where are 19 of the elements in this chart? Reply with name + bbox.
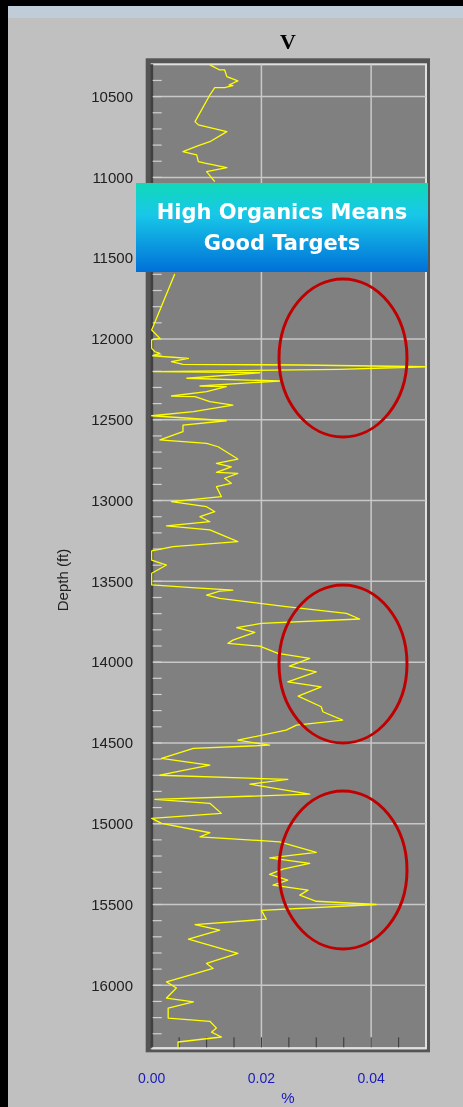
chart-title: V <box>280 29 297 54</box>
x-tick-label: 0.04 <box>357 1070 385 1086</box>
y-tick-label: 11000 <box>92 168 133 186</box>
x-axis-title: % <box>281 1089 295 1106</box>
x-tick-label: 0.02 <box>247 1070 276 1086</box>
y-tick-label: 10500 <box>91 87 133 105</box>
y-tick-label: 14000 <box>91 653 133 671</box>
x-tick-label: 0.00 <box>138 1070 166 1086</box>
y-tick-label: 11500 <box>92 249 133 267</box>
y-tick-label: 13500 <box>91 572 133 590</box>
y-tick-label: 15000 <box>91 814 133 832</box>
y-tick-label: 12500 <box>91 411 133 429</box>
y-tick-label: 12000 <box>91 330 133 348</box>
y-tick-label: 16000 <box>91 976 133 994</box>
y-tick-label: 13000 <box>91 491 133 509</box>
y-tick-label: 15500 <box>91 895 133 913</box>
annotation: High Organics Means Good Targets <box>136 183 428 272</box>
y-tick-label: 14500 <box>91 734 133 752</box>
y-axis-title: Depth (ft) <box>54 548 71 612</box>
